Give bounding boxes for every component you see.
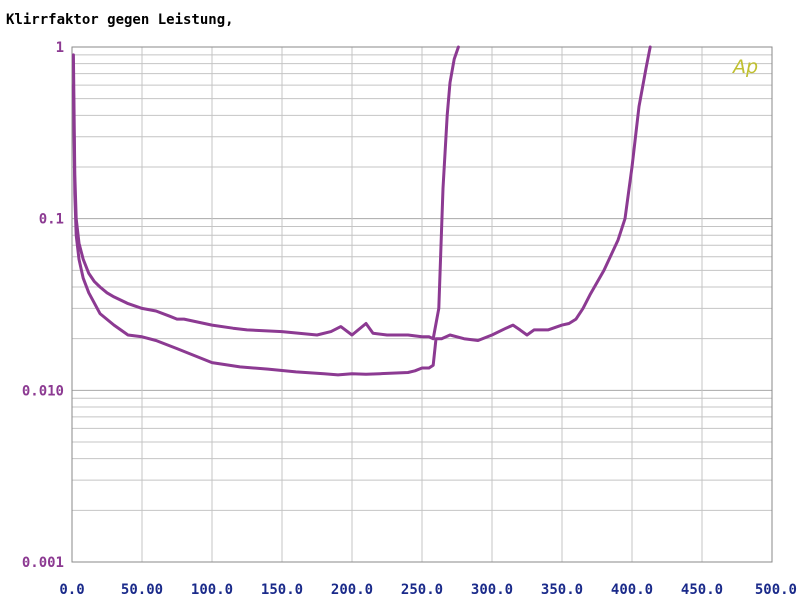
ap-logo: Ap <box>731 56 758 78</box>
y-tick-labels: 1 0.1 0.010 0.001 <box>22 40 64 571</box>
x-tick-labels: 0.0 50.00 100.0 150.0 200.0 250.0 300.0 350.0 40… <box>59 582 797 598</box>
x-tick-label: 500.0 <box>755 582 797 598</box>
x-tick-label: 400.0 <box>611 582 653 598</box>
x-tick-label: 450.0 <box>681 582 723 598</box>
series-line-1 <box>71 45 460 341</box>
chart-title: Klirrfaktor gegen Leistung, <box>6 12 234 28</box>
x-tick-label: 200.0 <box>331 582 373 598</box>
grid-layer <box>71 46 773 563</box>
x-tick-label: 0.0 <box>59 582 84 598</box>
plot-frame <box>71 46 773 563</box>
y-tick-label: 0.1 <box>39 212 64 228</box>
y-tick-label: 0.010 <box>22 383 64 399</box>
x-tick-label: 50.00 <box>121 582 163 598</box>
x-tick-label: 300.0 <box>471 582 513 598</box>
y-tick-label: 1 <box>56 40 64 56</box>
y-tick-label: 0.001 <box>22 555 64 571</box>
x-tick-label: 250.0 <box>401 582 443 598</box>
x-tick-label: 150.0 <box>261 582 303 598</box>
series-line-2 <box>71 45 652 377</box>
x-tick-label: 100.0 <box>191 582 233 598</box>
series-layer <box>71 45 652 377</box>
x-tick-label: 350.0 <box>541 582 583 598</box>
